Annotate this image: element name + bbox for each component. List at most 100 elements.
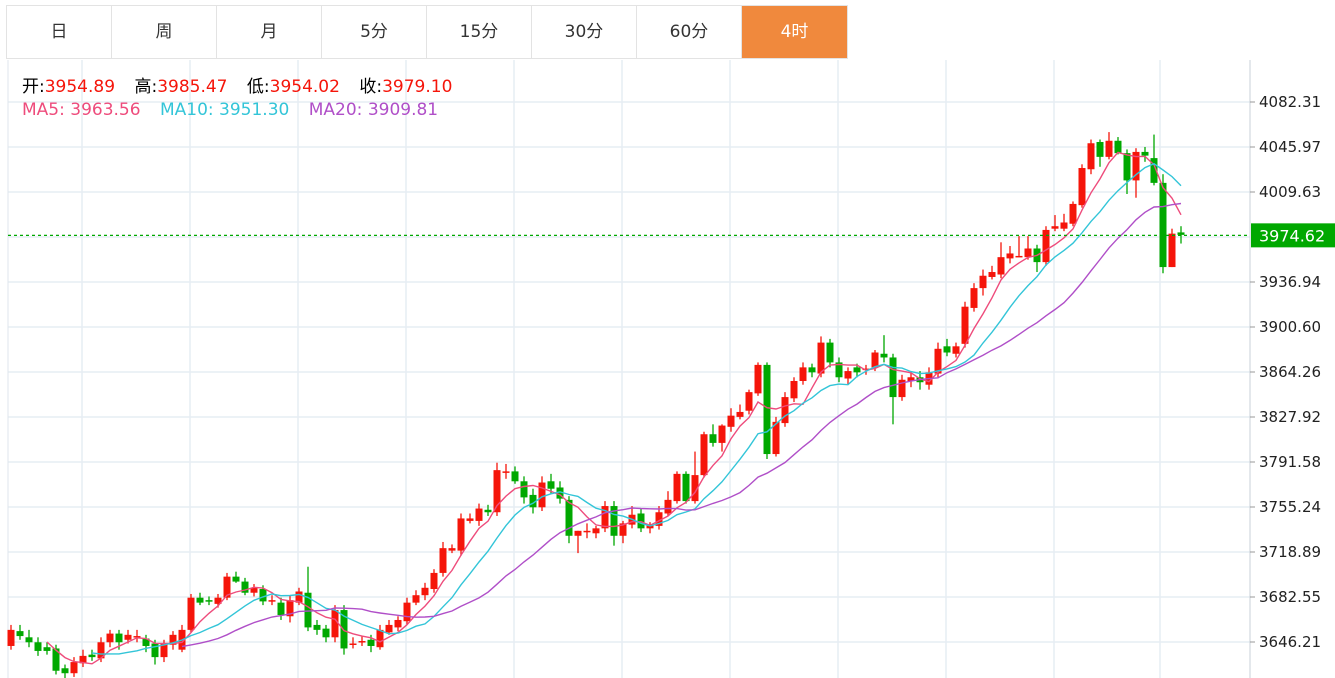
candle-body [799, 367, 807, 381]
candle-body [196, 597, 204, 603]
candle-body [511, 471, 519, 482]
ma5-value: 3963.56 [70, 100, 141, 120]
tab-week[interactable]: 周 [112, 6, 217, 58]
candle-body [592, 528, 600, 534]
tab-15min[interactable]: 15分 [427, 6, 532, 58]
tab-month[interactable]: 月 [217, 6, 322, 58]
candle-body [502, 471, 510, 473]
close-label: 收: [359, 77, 383, 97]
y-tick-label: 4009.63 [1259, 183, 1321, 201]
candle-body [763, 364, 771, 455]
candle-body [367, 639, 375, 646]
candle-body [826, 342, 834, 363]
candle-body [475, 508, 483, 521]
candle-body [898, 379, 906, 398]
candle-body [79, 655, 87, 664]
open-value: 3954.89 [44, 77, 116, 97]
candle-body [124, 634, 132, 640]
candle-body [835, 362, 843, 378]
high-label: 高: [134, 77, 158, 97]
candle-body [88, 654, 96, 658]
tab-30min[interactable]: 30分 [532, 6, 637, 58]
candle-body [862, 368, 870, 371]
candle-body [682, 473, 690, 502]
candle-body [817, 342, 825, 374]
candle-body [223, 576, 231, 598]
ma10-label: MA10: [159, 100, 214, 120]
candle-body [250, 587, 258, 593]
candle-body [997, 257, 1005, 275]
candle-body [952, 346, 960, 354]
y-tick-label: 3827.92 [1259, 408, 1321, 426]
candle-body [1123, 153, 1131, 181]
tab-5min[interactable]: 5分 [322, 6, 427, 58]
ma20-value: 3909.81 [367, 100, 439, 120]
candle-body [1096, 142, 1104, 157]
candle-body [520, 481, 528, 498]
candle-body [385, 624, 393, 633]
candle-body [187, 597, 195, 630]
candle-body [133, 636, 141, 638]
current-price-label: 3974.62 [1259, 226, 1325, 245]
candle-body [151, 643, 159, 658]
candle-body [115, 633, 123, 643]
candle-body [16, 631, 24, 637]
candle-body [448, 548, 456, 551]
candle-body [259, 589, 267, 602]
candle-body [574, 530, 582, 536]
tab-60min[interactable]: 60分 [637, 6, 742, 58]
candle-body [214, 597, 222, 604]
candle-body [331, 610, 339, 638]
candle-body [1105, 140, 1113, 157]
candle-body [457, 518, 465, 551]
candle-body [907, 377, 915, 381]
candle-body [1177, 232, 1185, 235]
high-value: 3985.47 [157, 77, 228, 97]
candle-body [61, 668, 69, 674]
candle-body [871, 352, 879, 368]
candle-body [169, 634, 177, 645]
candle-body [565, 499, 573, 536]
candle-body [529, 494, 537, 508]
candle-body [1078, 168, 1086, 206]
tab-day[interactable]: 日 [7, 6, 112, 58]
candle-body [1150, 158, 1158, 183]
candle-body [790, 380, 798, 399]
tab-4hour[interactable]: 4时 [742, 6, 847, 58]
candle-body [583, 530, 591, 533]
candle-body [304, 592, 312, 628]
candle-body [1051, 226, 1059, 229]
candle-body [1168, 233, 1176, 268]
candle-body [556, 487, 564, 499]
candle-body [286, 600, 294, 617]
ma5-line [46, 151, 1182, 665]
candle-body [412, 595, 420, 603]
y-tick-label: 4082.31 [1259, 93, 1321, 111]
candle-body [754, 364, 762, 394]
candle-body [439, 548, 447, 573]
candle-body [313, 624, 321, 630]
candle-body [277, 602, 285, 616]
candle-body [340, 610, 348, 649]
candle-body [727, 415, 735, 427]
candle-body [358, 641, 366, 643]
candle-body [349, 643, 357, 645]
candle-body [142, 638, 150, 646]
candle-body [466, 518, 474, 521]
y-tick-label: 3718.89 [1259, 543, 1321, 561]
y-tick-label: 3755.24 [1259, 498, 1321, 516]
candle-body [970, 288, 978, 308]
candle-body [637, 513, 645, 529]
candle-body [979, 275, 987, 289]
candle-body [1069, 203, 1077, 224]
candle-body [43, 647, 51, 651]
candle-body [1015, 255, 1023, 258]
close-value: 3979.10 [382, 77, 453, 97]
candle-body [1132, 151, 1140, 181]
candle-body [403, 602, 411, 622]
candle-body [700, 434, 708, 476]
candle-body [295, 591, 303, 603]
candle-body [106, 633, 114, 643]
ma10-line [91, 162, 1182, 655]
